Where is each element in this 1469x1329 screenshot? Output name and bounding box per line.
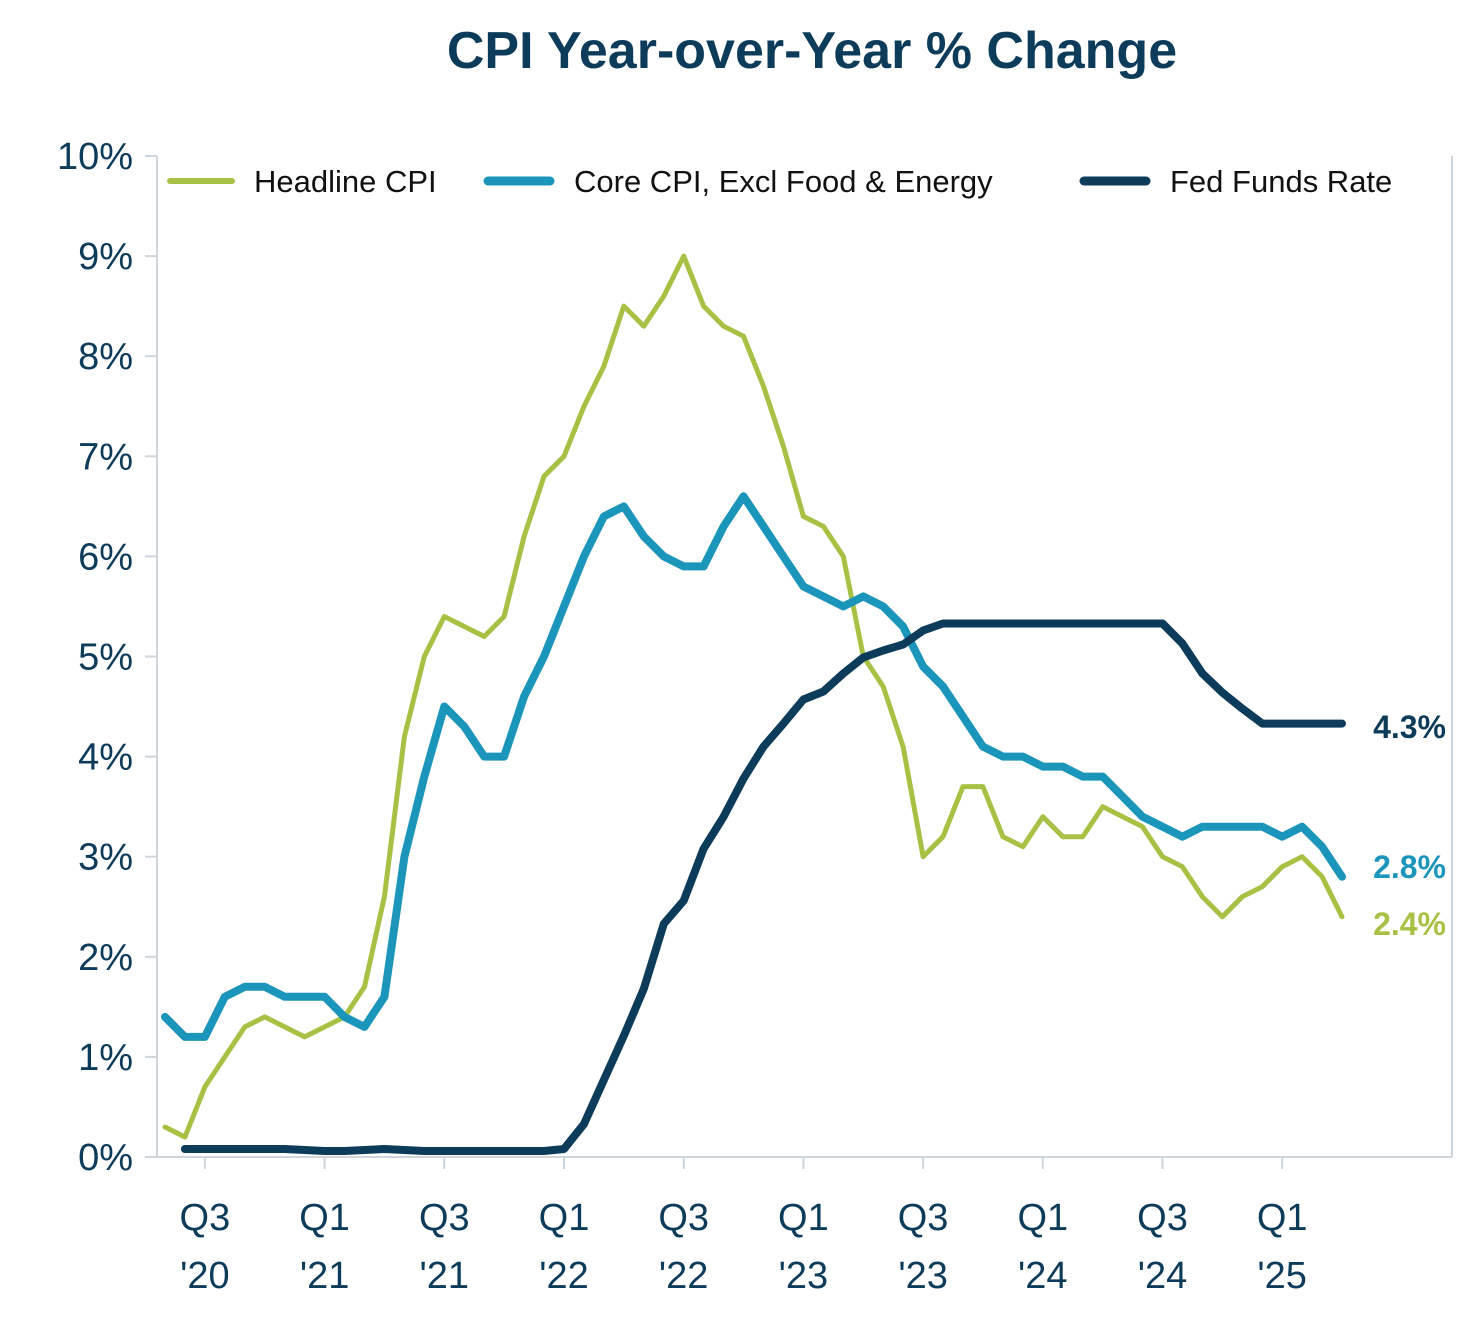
x-tick-label-year: '20	[180, 1255, 230, 1297]
x-tick-label-year: '22	[659, 1255, 709, 1297]
y-tick-label: 6%	[78, 536, 133, 578]
y-axis: 0% 1% 2% 3% 4% 5% 6% 7% 8% 9% 10%	[57, 136, 157, 1179]
x-tick-label-quarter: Q3	[419, 1197, 470, 1239]
y-tick-label: 0%	[78, 1137, 133, 1179]
x-tick-label-year: '21	[300, 1255, 350, 1297]
y-tick-label: 2%	[78, 937, 133, 979]
x-tick-label-quarter: Q3	[658, 1197, 709, 1239]
y-tick-label: 5%	[78, 637, 133, 679]
x-tick-label-year: '22	[539, 1255, 589, 1297]
legend-label: Headline CPI	[254, 164, 437, 199]
legend-label: Fed Funds Rate	[1170, 164, 1392, 199]
y-tick-label: 4%	[78, 737, 133, 779]
series-line-headline-cpi	[162, 253, 1345, 1140]
x-tick-label-year: '23	[779, 1255, 829, 1297]
x-tick-label-quarter: Q3	[898, 1197, 949, 1239]
end-labels: 2.4% 2.8% 4.3%	[1373, 709, 1446, 942]
y-tick-label: 7%	[78, 436, 133, 478]
y-tick-label: 1%	[78, 1037, 133, 1079]
x-tick-label-year: '25	[1257, 1255, 1307, 1297]
legend: Headline CPI Core CPI, Excl Food & Energy…	[167, 164, 1392, 199]
y-tick-label: 8%	[78, 336, 133, 378]
y-tick-label: 3%	[78, 837, 133, 879]
end-label-value: 2.8%	[1373, 849, 1446, 885]
end-label-value: 2.4%	[1373, 906, 1446, 942]
x-tick-label-year: '24	[1018, 1255, 1068, 1297]
x-tick-label-quarter: Q1	[299, 1197, 350, 1239]
x-tick-label-year: '24	[1138, 1255, 1188, 1297]
x-tick-label-year: '23	[898, 1255, 948, 1297]
end-label-value: 4.3%	[1373, 709, 1446, 745]
series-group	[161, 253, 1346, 1155]
x-axis: Q3 '20 Q1 '21 Q3 '21 Q1 '22 Q3 '22 Q1 '23 Q3 '23 Q1 '24…	[180, 1157, 1308, 1297]
y-tick-label: 10%	[57, 136, 133, 178]
chart-title: CPI Year-over-Year % Change	[447, 22, 1177, 80]
legend-label: Core CPI, Excl Food & Energy	[574, 164, 993, 199]
x-tick-label-quarter: Q1	[778, 1197, 829, 1239]
y-tick-label: 9%	[78, 236, 133, 278]
x-tick-label-quarter: Q3	[1137, 1197, 1188, 1239]
series-line-core-cpi-excl-food-energy	[161, 492, 1346, 1041]
x-tick-label-year: '21	[420, 1255, 470, 1297]
series-line-fed-funds-rate	[180, 619, 1346, 1155]
x-tick-label-quarter: Q1	[539, 1197, 590, 1239]
x-tick-label-quarter: Q1	[1257, 1197, 1308, 1239]
x-tick-label-quarter: Q3	[180, 1197, 231, 1239]
x-tick-label-quarter: Q1	[1017, 1197, 1068, 1239]
